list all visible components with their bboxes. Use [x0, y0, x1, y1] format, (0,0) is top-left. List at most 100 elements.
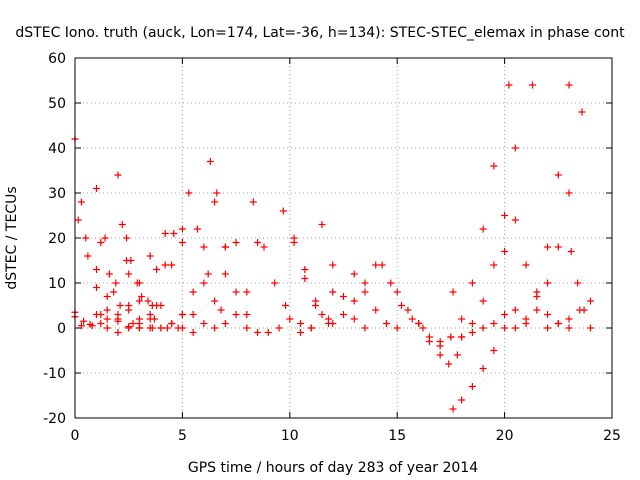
data-point: [103, 324, 111, 332]
series-25: [350, 270, 401, 332]
data-point: [458, 333, 466, 341]
data-point: [393, 324, 401, 332]
data-point: [168, 320, 176, 327]
series-19: [243, 315, 294, 336]
data-point: [511, 306, 519, 314]
data-point: [97, 320, 105, 327]
data-point: [447, 333, 455, 341]
series-6: [97, 239, 137, 327]
data-point: [133, 279, 141, 287]
data-point: [88, 322, 96, 330]
data-point: [415, 320, 423, 327]
data-point: [138, 293, 146, 300]
data-point: [80, 317, 88, 325]
y-tick-label: 30: [48, 186, 66, 202]
x-tick-label: 20: [496, 428, 514, 444]
data-point: [146, 315, 154, 323]
y-tick-label: 60: [48, 51, 66, 67]
data-point: [146, 324, 154, 332]
series-33: [501, 216, 573, 332]
data-point: [116, 302, 124, 309]
data-point: [123, 234, 131, 242]
y-tick-label: 0: [57, 321, 66, 337]
series-18: [249, 198, 315, 332]
data-point: [189, 311, 197, 318]
data-point: [468, 279, 476, 287]
data-point: [82, 234, 90, 242]
data-point: [361, 279, 369, 287]
data-point: [501, 212, 509, 219]
data-point: [340, 311, 347, 318]
data-point: [157, 324, 165, 332]
data-point: [554, 320, 562, 327]
series-29: [449, 306, 519, 413]
data-point: [408, 315, 416, 323]
data-point: [92, 284, 100, 291]
data-point: [221, 243, 229, 251]
data-point: [297, 320, 305, 327]
data-point: [144, 297, 152, 305]
data-point: [92, 266, 100, 273]
data-point: [178, 311, 186, 318]
data-point: [249, 198, 257, 206]
data-point: [329, 320, 337, 327]
series-24: [329, 261, 380, 327]
series-20: [279, 207, 332, 327]
data-point: [178, 239, 186, 246]
x-tick-label: 15: [388, 428, 406, 444]
data-point: [565, 81, 573, 89]
data-point: [387, 279, 395, 287]
data-point: [161, 230, 169, 237]
data-point: [135, 297, 143, 305]
data-point: [84, 252, 92, 260]
data-point: [490, 320, 498, 327]
series-14: [168, 158, 251, 327]
series-0: [71, 135, 143, 332]
data-point: [114, 315, 122, 323]
grid: [75, 58, 612, 418]
data-point: [318, 221, 326, 228]
data-point: [361, 288, 369, 296]
data-point: [221, 320, 229, 327]
data-point: [74, 216, 82, 224]
data-point: [221, 270, 229, 278]
data-point: [279, 207, 287, 215]
data-point: [445, 360, 453, 368]
data-point: [168, 261, 176, 269]
data-point: [529, 81, 537, 89]
data-point: [232, 288, 240, 296]
series-30: [447, 81, 513, 341]
data-point: [211, 198, 219, 206]
data-point: [254, 239, 262, 246]
data-point: [301, 266, 309, 273]
data-point: [129, 320, 137, 327]
data-point: [350, 270, 358, 278]
data-point: [479, 225, 487, 233]
data-point: [565, 324, 573, 332]
data-point: [318, 311, 326, 318]
data-point: [501, 248, 509, 255]
data-point: [490, 162, 498, 170]
data-point: [340, 293, 347, 300]
data-point: [544, 243, 552, 251]
data-point: [382, 320, 390, 327]
data-point: [189, 288, 197, 296]
data-point: [290, 234, 298, 242]
data-point: [511, 324, 519, 332]
data-point: [468, 320, 476, 327]
data-point: [554, 171, 562, 179]
series-11: [146, 230, 186, 332]
data-point: [453, 351, 461, 359]
data-point: [312, 297, 320, 305]
data-point: [286, 315, 294, 323]
data-point: [297, 329, 305, 336]
data-point: [458, 315, 466, 323]
data-point: [436, 338, 444, 345]
data-point: [105, 270, 113, 278]
series-37: [544, 297, 595, 332]
data-point: [103, 293, 111, 300]
data-point: [103, 306, 111, 314]
data-point: [135, 315, 143, 323]
data-point: [522, 320, 530, 327]
data-point: [161, 261, 169, 269]
